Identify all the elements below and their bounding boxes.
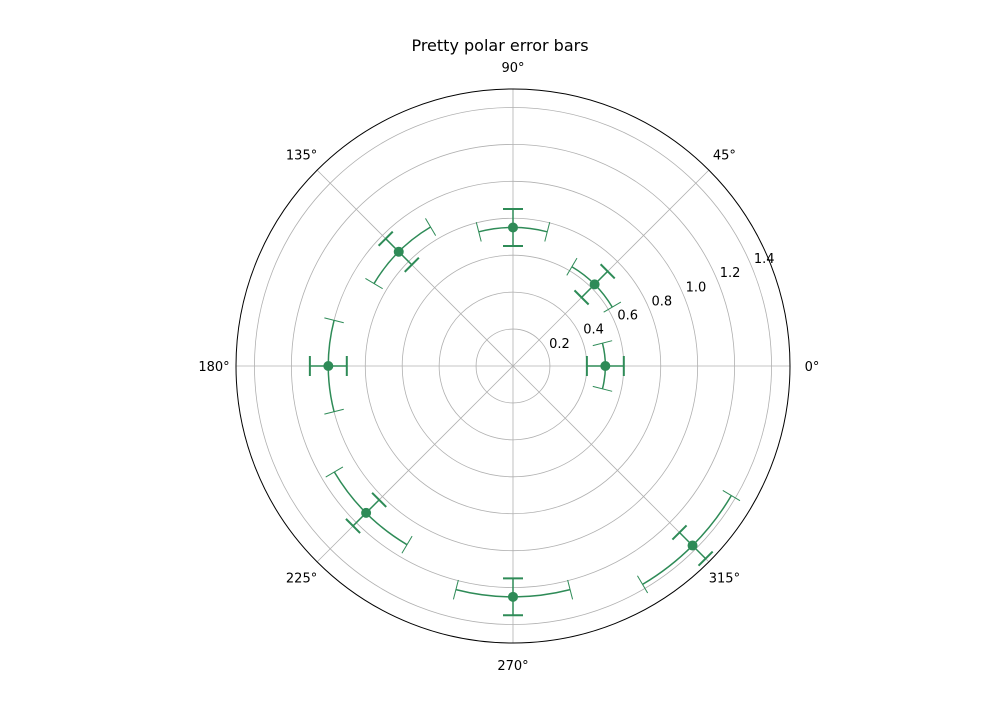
radial-error-cap — [671, 524, 688, 541]
angular-error-cap — [365, 278, 383, 290]
angular-error-cap — [324, 317, 344, 324]
angular-error-cap — [475, 221, 482, 242]
r-tick-label: 1.4 — [754, 252, 775, 267]
angular-error-cap — [425, 218, 437, 236]
angular-error-cap — [592, 385, 613, 392]
angular-error-cap — [452, 579, 459, 600]
radial-error-cap — [573, 289, 590, 306]
data-point — [589, 279, 600, 290]
theta-tick-label: 225° — [286, 571, 317, 586]
r-tick-label: 0.6 — [617, 309, 638, 324]
r-tick-label: 0.2 — [549, 337, 570, 352]
radial-error-cap — [377, 230, 394, 247]
data-point — [600, 361, 611, 371]
theta-gridline — [316, 169, 514, 367]
angular-error-cap — [637, 575, 649, 594]
angular-error-cap — [567, 579, 574, 600]
radial-error-cap — [599, 263, 616, 280]
angular-error-cap — [544, 221, 551, 242]
radial-error-cap — [371, 492, 387, 508]
data-point — [687, 540, 698, 551]
theta-tick-label: 315° — [709, 571, 740, 586]
angular-error-cap — [566, 257, 578, 276]
data-point — [323, 361, 334, 371]
chart-title: Pretty polar error bars — [411, 36, 589, 55]
theta-tick-label: 270° — [497, 659, 528, 674]
theta-tick-label: 0° — [805, 360, 820, 375]
data-point — [508, 591, 518, 602]
data-point — [361, 507, 372, 518]
r-tick-label: 0.4 — [583, 323, 604, 338]
radial-error-cap — [404, 257, 420, 273]
theta-gridline — [512, 365, 710, 563]
radial-error-cap — [345, 518, 361, 534]
data-point — [508, 222, 518, 233]
angular-error-cap — [722, 490, 741, 502]
r-tick-label: 1.2 — [720, 266, 741, 281]
data-point — [393, 246, 404, 257]
angular-error-cap — [592, 340, 613, 347]
theta-tick-label: 180° — [198, 360, 229, 375]
theta-tick-label: 135° — [286, 149, 317, 164]
r-tick-label: 0.8 — [651, 294, 672, 309]
theta-gridline — [316, 365, 514, 563]
theta-gridline — [512, 169, 710, 367]
theta-tick-label: 45° — [713, 149, 736, 164]
angular-error-cap — [401, 535, 413, 554]
polar-spine — [235, 88, 791, 644]
angular-error-cap — [325, 466, 344, 478]
r-tick-label: 1.0 — [686, 280, 707, 295]
theta-tick-label: 90° — [501, 61, 524, 76]
angular-error-cap — [324, 408, 344, 415]
angular-error-cap — [603, 301, 622, 313]
radial-error-cap — [697, 550, 714, 567]
